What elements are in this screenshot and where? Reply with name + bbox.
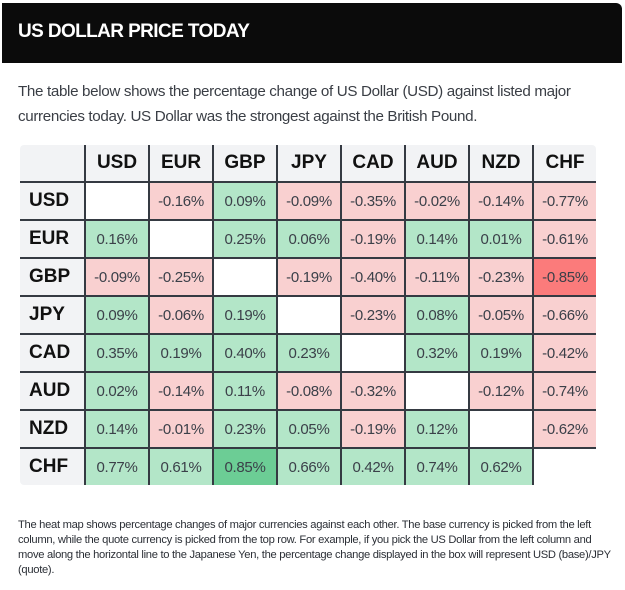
row-header-chf: CHF: [20, 447, 86, 485]
heatmap-row-nzd: NZD 0.14% -0.01% 0.23% 0.05% -0.19% 0.12% -0.62…: [20, 409, 596, 449]
heatmap-cell-cad-jpy: 0.23%: [276, 333, 342, 373]
heatmap-cell-cad-aud: 0.32%: [404, 333, 470, 373]
heatmap-cell-jpy-jpy: [276, 295, 342, 335]
heatmap-cell-gbp-aud: -0.11%: [404, 257, 470, 297]
heatmap-cell-gbp-jpy: -0.19%: [276, 257, 342, 297]
heatmap-cell-cad-cad: [340, 333, 406, 373]
column-header-usd: USD: [84, 145, 150, 183]
heatmap-cell-eur-aud: 0.14%: [404, 219, 470, 259]
heatmap-cell-usd-chf: -0.77%: [532, 181, 596, 221]
heatmap-cell-nzd-gbp: 0.23%: [212, 409, 278, 449]
heatmap-cell-cad-chf: -0.42%: [532, 333, 596, 373]
heatmap-cell-usd-jpy: -0.09%: [276, 181, 342, 221]
heatmap-cell-cad-nzd: 0.19%: [468, 333, 534, 373]
row-header-usd: USD: [20, 181, 86, 221]
heatmap-cell-eur-gbp: 0.25%: [212, 219, 278, 259]
intro-text: The table below shows the percentage cha…: [18, 83, 571, 125]
page-title: US DOLLAR PRICE TODAY: [18, 21, 250, 42]
footnote-text: The heat map shows percentage changes of…: [18, 519, 611, 576]
heatmap-cell-gbp-chf: -0.85%: [532, 257, 596, 297]
heatmap-cell-gbp-gbp: [212, 257, 278, 297]
column-header-eur: EUR: [148, 145, 214, 183]
heatmap-row-cad: CAD 0.35% 0.19% 0.40% 0.23% 0.32% 0.19% -0.42%: [20, 333, 596, 373]
heatmap-cell-jpy-cad: -0.23%: [340, 295, 406, 335]
heatmap-cell-usd-gbp: 0.09%: [212, 181, 278, 221]
row-header-cad: CAD: [20, 333, 86, 373]
heatmap-cell-aud-cad: -0.32%: [340, 371, 406, 411]
heatmap-cell-nzd-usd: 0.14%: [84, 409, 150, 449]
heatmap-cell-nzd-eur: -0.01%: [148, 409, 214, 449]
heatmap-row-chf: CHF 0.77% 0.61% 0.85% 0.66% 0.42% 0.74% 0.62%: [20, 447, 596, 485]
heatmap-cell-aud-jpy: -0.08%: [276, 371, 342, 411]
heatmap-cell-cad-gbp: 0.40%: [212, 333, 278, 373]
heatmap-cell-usd-eur: -0.16%: [148, 181, 214, 221]
row-header-aud: AUD: [20, 371, 86, 411]
heatmap-cell-chf-usd: 0.77%: [84, 447, 150, 485]
currency-heatmap: USD EUR GBP JPY CAD AUD NZD CHF USD -0.16% 0.09% -…: [18, 143, 598, 487]
heatmap-cell-nzd-cad: -0.19%: [340, 409, 406, 449]
heatmap-cell-eur-jpy: 0.06%: [276, 219, 342, 259]
column-header-nzd: NZD: [468, 145, 534, 183]
row-header-eur: EUR: [20, 219, 86, 259]
heatmap-cell-nzd-aud: 0.12%: [404, 409, 470, 449]
heatmap-cell-chf-chf: [532, 447, 596, 485]
heatmap-cell-eur-nzd: 0.01%: [468, 219, 534, 259]
heatmap-cell-jpy-eur: -0.06%: [148, 295, 214, 335]
heatmap-cell-aud-gbp: 0.11%: [212, 371, 278, 411]
heatmap-cell-usd-nzd: -0.14%: [468, 181, 534, 221]
heatmap-corner: [20, 145, 86, 183]
heatmap-cell-chf-eur: 0.61%: [148, 447, 214, 485]
heatmap-cell-cad-usd: 0.35%: [84, 333, 150, 373]
heatmap-cell-nzd-jpy: 0.05%: [276, 409, 342, 449]
heatmap-cell-eur-cad: -0.19%: [340, 219, 406, 259]
row-header-nzd: NZD: [20, 409, 86, 449]
heatmap-cell-jpy-usd: 0.09%: [84, 295, 150, 335]
column-header-cad: CAD: [340, 145, 406, 183]
heatmap-cell-chf-nzd: 0.62%: [468, 447, 534, 485]
heatmap-header-row: USD EUR GBP JPY CAD AUD NZD CHF: [20, 145, 596, 183]
heatmap-row-jpy: JPY 0.09% -0.06% 0.19% -0.23% 0.08% -0.05% -0.6…: [20, 295, 596, 335]
heatmap-cell-gbp-cad: -0.40%: [340, 257, 406, 297]
heatmap-cell-eur-usd: 0.16%: [84, 219, 150, 259]
heatmap-cell-jpy-aud: 0.08%: [404, 295, 470, 335]
column-header-jpy: JPY: [276, 145, 342, 183]
heatmap-cell-chf-jpy: 0.66%: [276, 447, 342, 485]
heatmap-cell-gbp-eur: -0.25%: [148, 257, 214, 297]
header-bar: US DOLLAR PRICE TODAY: [2, 3, 622, 63]
heatmap-cell-aud-nzd: -0.12%: [468, 371, 534, 411]
heatmap-row-gbp: GBP -0.09% -0.25% -0.19% -0.40% -0.11% -0.23% -…: [20, 257, 596, 297]
heatmap-row-aud: AUD 0.02% -0.14% 0.11% -0.08% -0.32% -0.12% -0.…: [20, 371, 596, 411]
heatmap-cell-gbp-usd: -0.09%: [84, 257, 150, 297]
heatmap-cell-aud-aud: [404, 371, 470, 411]
heatmap-cell-jpy-nzd: -0.05%: [468, 295, 534, 335]
column-header-gbp: GBP: [212, 145, 278, 183]
heatmap-cell-chf-cad: 0.42%: [340, 447, 406, 485]
heatmap-cell-usd-usd: [84, 181, 150, 221]
heatmap-cell-chf-gbp: 0.85%: [212, 447, 278, 485]
heatmap-cell-nzd-chf: -0.62%: [532, 409, 596, 449]
column-header-chf: CHF: [532, 145, 596, 183]
heatmap-cell-usd-aud: -0.02%: [404, 181, 470, 221]
heatmap-cell-jpy-gbp: 0.19%: [212, 295, 278, 335]
heatmap-cell-nzd-nzd: [468, 409, 534, 449]
column-header-aud: AUD: [404, 145, 470, 183]
row-header-gbp: GBP: [20, 257, 86, 297]
heatmap-cell-aud-eur: -0.14%: [148, 371, 214, 411]
heatmap-cell-chf-aud: 0.74%: [404, 447, 470, 485]
heatmap-row-eur: EUR 0.16% 0.25% 0.06% -0.19% 0.14% 0.01% -0.61%: [20, 219, 596, 259]
heatmap-cell-eur-eur: [148, 219, 214, 259]
heatmap-cell-eur-chf: -0.61%: [532, 219, 596, 259]
heatmap-cell-aud-usd: 0.02%: [84, 371, 150, 411]
heatmap-cell-aud-chf: -0.74%: [532, 371, 596, 411]
heatmap-cell-gbp-nzd: -0.23%: [468, 257, 534, 297]
heatmap-row-usd: USD -0.16% 0.09% -0.09% -0.35% -0.02% -0.14% -0…: [20, 181, 596, 221]
heatmap-cell-jpy-chf: -0.66%: [532, 295, 596, 335]
row-header-jpy: JPY: [20, 295, 86, 335]
heatmap-cell-cad-eur: 0.19%: [148, 333, 214, 373]
heatmap-cell-usd-cad: -0.35%: [340, 181, 406, 221]
